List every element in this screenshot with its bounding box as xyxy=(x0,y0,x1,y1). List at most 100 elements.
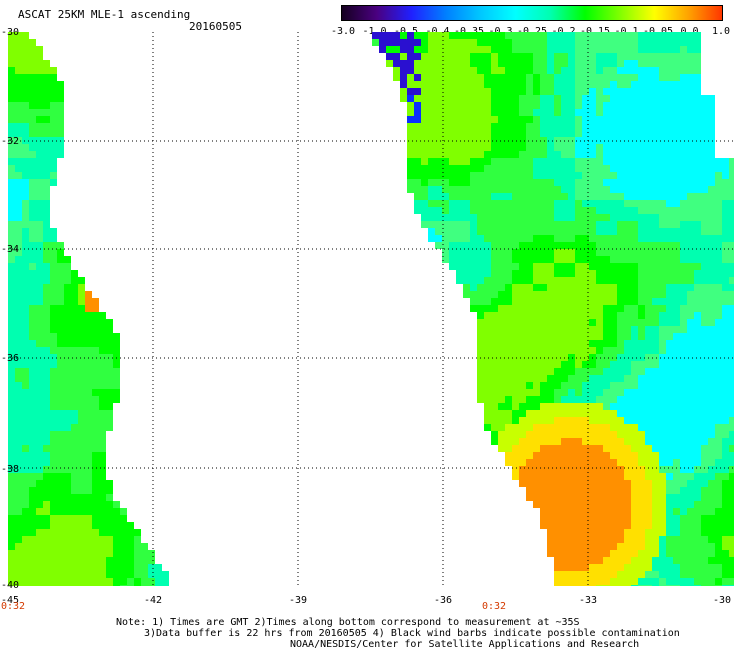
wind-cell-left xyxy=(64,256,71,263)
wind-cell-right xyxy=(456,207,463,214)
wind-cell-left xyxy=(85,522,92,529)
wind-cell-right xyxy=(666,585,673,586)
wind-cell-right xyxy=(526,81,533,88)
wind-cell-right xyxy=(575,557,582,564)
wind-cell-right xyxy=(533,39,540,46)
wind-cell-right xyxy=(645,536,652,543)
wind-cell-left xyxy=(99,333,106,340)
wind-cell-right xyxy=(505,438,512,445)
wind-cell-right xyxy=(729,326,734,333)
wind-cell-right xyxy=(596,88,603,95)
wind-cell-right xyxy=(491,186,498,193)
wind-cell-right xyxy=(582,585,589,586)
wind-cell-left xyxy=(43,424,50,431)
wind-cell-right xyxy=(582,375,589,382)
wind-cell-right xyxy=(470,60,477,67)
wind-cell-right xyxy=(589,298,596,305)
wind-cell-right xyxy=(617,172,624,179)
wind-cell-right xyxy=(617,340,624,347)
wind-cell-right xyxy=(554,361,561,368)
wind-cell-right xyxy=(526,207,533,214)
wind-cell-right xyxy=(533,298,540,305)
wind-cell-left xyxy=(36,207,43,214)
wind-cell-right xyxy=(582,354,589,361)
wind-cell-right xyxy=(645,67,652,74)
wind-cell-left xyxy=(8,431,15,438)
wind-cell-right xyxy=(589,39,596,46)
wind-cell-right xyxy=(442,151,449,158)
wind-cell-right xyxy=(666,116,673,123)
wind-cell-left xyxy=(22,144,29,151)
wind-cell-right xyxy=(547,151,554,158)
wind-cell-right xyxy=(673,179,680,186)
wind-cell-left xyxy=(92,585,99,586)
wind-cell-left xyxy=(50,326,57,333)
wind-cell-right xyxy=(666,445,673,452)
wind-cell-right xyxy=(575,284,582,291)
wind-cell-right xyxy=(652,305,659,312)
wind-cell-left xyxy=(92,522,99,529)
wind-cell-right xyxy=(547,361,554,368)
wind-cell-right xyxy=(575,305,582,312)
wind-cell-right xyxy=(617,263,624,270)
wind-cell-left xyxy=(8,564,15,571)
wind-cell-left xyxy=(8,277,15,284)
wind-cell-left xyxy=(36,263,43,270)
wind-cell-right xyxy=(561,130,568,137)
wind-cell-right xyxy=(652,221,659,228)
wind-cell-right xyxy=(631,60,638,67)
wind-cell-left xyxy=(127,543,134,550)
wind-cell-right xyxy=(400,60,407,67)
wind-cell-left xyxy=(36,494,43,501)
wind-cell-right xyxy=(575,403,582,410)
wind-cell-right xyxy=(505,417,512,424)
wind-cell-left xyxy=(120,585,127,586)
wind-cell-right xyxy=(491,95,498,102)
y-label: -34 xyxy=(1,244,20,255)
wind-cell-left xyxy=(8,137,15,144)
wind-cell-right xyxy=(428,165,435,172)
wind-cell-right xyxy=(582,319,589,326)
wind-cell-right xyxy=(526,333,533,340)
wind-cell-right xyxy=(463,116,470,123)
wind-cell-right xyxy=(666,494,673,501)
wind-cell-right xyxy=(575,571,582,578)
wind-cell-left xyxy=(8,32,15,39)
wind-cell-right xyxy=(512,305,519,312)
wind-cell-right xyxy=(659,403,666,410)
wind-cell-left xyxy=(106,529,113,536)
wind-cell-right xyxy=(421,81,428,88)
wind-cell-right xyxy=(498,326,505,333)
wind-cell-left xyxy=(92,508,99,515)
wind-cell-right xyxy=(554,515,561,522)
wind-cell-right xyxy=(680,389,687,396)
wind-cell-right xyxy=(428,214,435,221)
wind-cell-left xyxy=(29,522,36,529)
wind-cell-right xyxy=(484,88,491,95)
wind-cell-right xyxy=(498,305,505,312)
wind-cell-right xyxy=(694,340,701,347)
wind-cell-right xyxy=(624,81,631,88)
wind-cell-right xyxy=(533,172,540,179)
wind-cell-right xyxy=(687,158,694,165)
wind-cell-left xyxy=(22,116,29,123)
wind-cell-left xyxy=(92,438,99,445)
wind-cell-right xyxy=(638,200,645,207)
wind-cell-right xyxy=(638,529,645,536)
wind-cell-right xyxy=(603,144,610,151)
wind-cell-left xyxy=(50,81,57,88)
wind-cell-left xyxy=(127,578,134,585)
wind-cell-left xyxy=(85,529,92,536)
wind-cell-left xyxy=(92,305,99,312)
wind-cell-left xyxy=(64,396,71,403)
wind-cell-right xyxy=(519,263,526,270)
wind-cell-right xyxy=(666,144,673,151)
wind-cell-left xyxy=(64,445,71,452)
wind-cell-right xyxy=(477,172,484,179)
wind-cell-left xyxy=(15,410,22,417)
wind-cell-left xyxy=(106,354,113,361)
wind-cell-left xyxy=(8,81,15,88)
wind-cell-right xyxy=(673,214,680,221)
wind-cell-right xyxy=(568,389,575,396)
wind-cell-right xyxy=(701,438,708,445)
